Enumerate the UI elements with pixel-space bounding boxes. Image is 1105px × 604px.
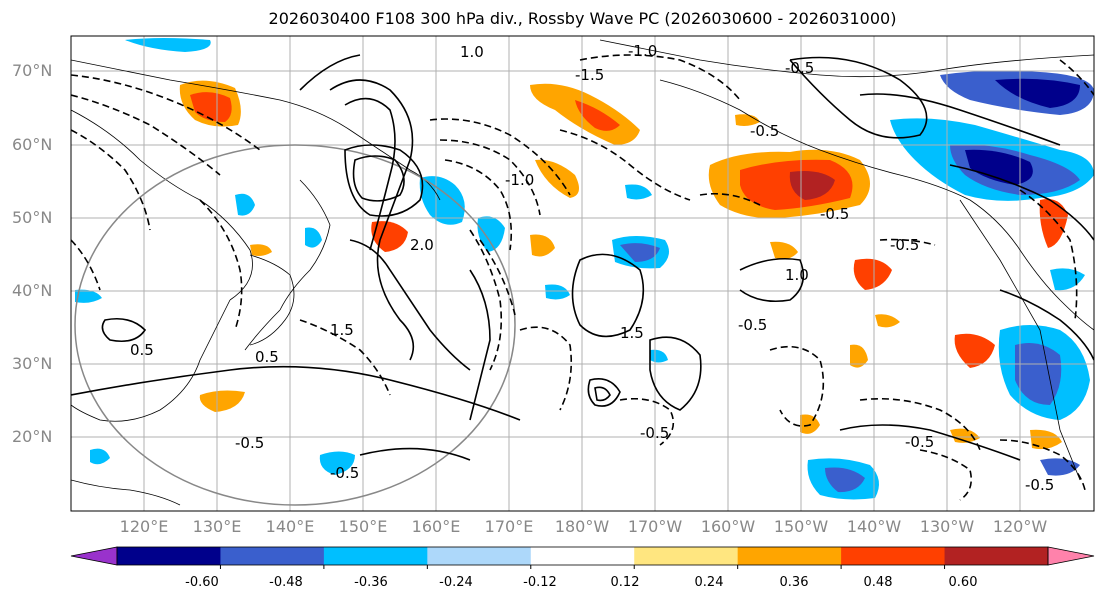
colorbar-segment — [944, 547, 1049, 565]
colorbar-tick: 0.36 — [779, 575, 809, 590]
lon-label-160e: 160°E — [411, 517, 461, 536]
lon-label-120w: 120°W — [992, 517, 1048, 536]
contour-label: -1.0 — [505, 171, 534, 189]
contour-label: 1.5 — [620, 324, 644, 342]
colorbar — [70, 546, 1095, 569]
lon-label-140e: 140°E — [265, 517, 315, 536]
lon-label-180w: 180°W — [554, 517, 610, 536]
lon-label-160w: 160°W — [700, 517, 756, 536]
colorbar-segment — [530, 547, 635, 565]
lon-label-150w: 150°W — [773, 517, 829, 536]
lat-label-70n: 70°N — [12, 61, 53, 80]
contour-label: 1.0 — [460, 43, 484, 61]
colorbar-tick: -0.60 — [185, 575, 219, 590]
colorbar-segment — [427, 547, 532, 565]
contour-label: -1.5 — [575, 66, 604, 84]
figure-title: 2026030400 F108 300 hPa div., Rossby Wav… — [268, 9, 897, 28]
colorbar-extend-low — [70, 546, 118, 566]
graticule — [71, 36, 1094, 511]
colorbar-tick: 0.12 — [610, 575, 640, 590]
colorbar-segment — [634, 547, 739, 565]
lon-label-130e: 130°E — [192, 517, 242, 536]
divergence-shading — [75, 38, 1094, 500]
contours-positive — [71, 54, 1094, 461]
lon-label-150e: 150°E — [338, 517, 388, 536]
lat-label-50n: 50°N — [12, 208, 53, 227]
colorbar-tick: -0.24 — [439, 575, 473, 590]
contour-label: -0.5 — [820, 205, 849, 223]
lat-label-20n: 20°N — [12, 427, 53, 446]
contours-negative — [71, 54, 1094, 501]
contour-label: 1.5 — [330, 321, 354, 339]
colorbar-tick: 0.60 — [948, 575, 978, 590]
contour-label: -0.5 — [750, 122, 779, 140]
lon-label-170w: 170°W — [627, 517, 683, 536]
contour-label: -0.5 — [785, 59, 814, 77]
colorbar-segment — [323, 547, 428, 565]
plot-frame — [70, 35, 1095, 512]
colorbar-segment — [737, 547, 842, 565]
contour-label: -0.5 — [1025, 476, 1054, 494]
coastlines — [71, 39, 1094, 506]
colorbar-tick: 0.24 — [694, 575, 724, 590]
colorbar-segment — [117, 547, 221, 565]
lon-label-140w: 140°W — [846, 517, 902, 536]
contour-label: 0.5 — [255, 348, 279, 366]
contour-label: -1.0 — [628, 42, 657, 60]
colorbar-segment — [841, 547, 946, 565]
contour-label: -0.5 — [235, 434, 264, 452]
colorbar-frame — [116, 546, 1049, 566]
contour-label: 1.0 — [785, 266, 809, 284]
contour-label: -0.5 — [905, 433, 934, 451]
lat-label-40n: 40°N — [12, 281, 53, 300]
lon-label-170e: 170°E — [484, 517, 534, 536]
lon-label-120e: 120°E — [119, 517, 169, 536]
contour-label: -0.5 — [738, 316, 767, 334]
colorbar-tick: -0.36 — [354, 575, 388, 590]
reference-circle — [74, 144, 516, 506]
colorbar-tick: -0.12 — [523, 575, 557, 590]
contour-label: -0.5 — [330, 464, 359, 482]
contour-label: -0.5 — [890, 236, 919, 254]
contour-label: 2.0 — [410, 236, 434, 254]
colorbar-tick: 0.48 — [863, 575, 893, 590]
contour-labels: -1.0 1.0 -0.5 -1.5 -0.5 -0.5 -0.5 -0.5 1… — [130, 42, 1054, 494]
lat-label-60n: 60°N — [12, 135, 53, 154]
lat-label-30n: 30°N — [12, 354, 53, 373]
colorbar-segment — [220, 547, 325, 565]
lon-label-130w: 130°W — [919, 517, 975, 536]
contour-label: 0.5 — [130, 341, 154, 359]
colorbar-extend-high — [1047, 546, 1095, 566]
contour-label: -0.5 — [640, 424, 669, 442]
colorbar-tick: -0.48 — [269, 575, 303, 590]
